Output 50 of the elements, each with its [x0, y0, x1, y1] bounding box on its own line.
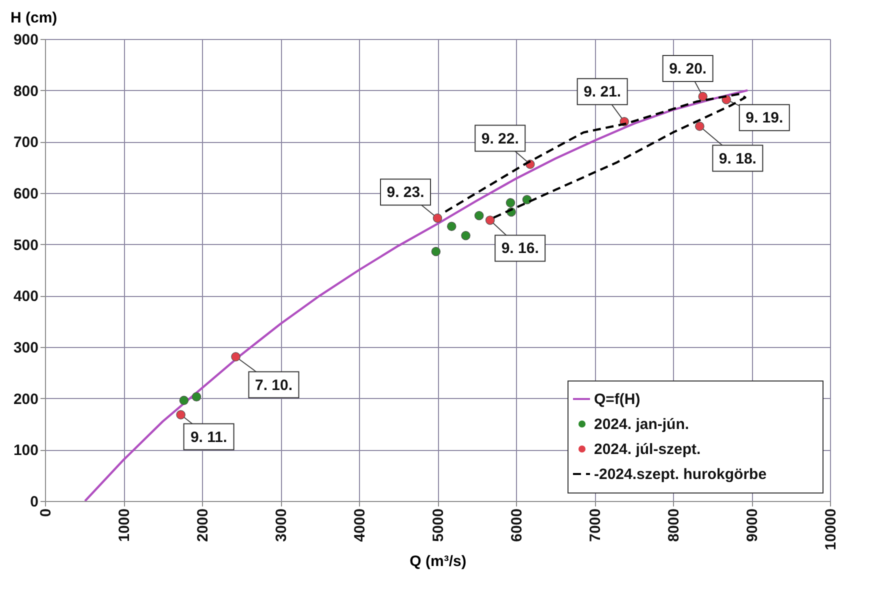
point: [447, 222, 456, 231]
annotation: 9. 18.: [718, 150, 756, 168]
x-tick-label: 7000: [587, 508, 604, 542]
legend-label: 2024. jan-jún.: [594, 416, 690, 433]
y-tick-label: 600: [13, 186, 38, 202]
point: [698, 92, 708, 102]
point: [485, 216, 495, 225]
annotation: 9. 23.: [386, 184, 424, 202]
annotation: 7. 10.: [254, 376, 293, 394]
legend-label: -2024.szept. hurokgörbe: [594, 466, 767, 483]
point: [522, 195, 532, 204]
x-tick-label: 4000: [352, 508, 368, 542]
y-tick-label: 200: [13, 390, 38, 408]
annotation: 9. 16.: [501, 240, 539, 258]
point: [461, 230, 470, 240]
y-tick-label: 0: [30, 494, 38, 510]
annotation: 9. 22.: [481, 130, 519, 148]
y-tick-label: 700: [13, 134, 38, 152]
x-tick-label: 1000: [116, 508, 133, 542]
point: [506, 198, 516, 208]
x-tick-label: 6000: [508, 508, 526, 542]
annotation: 9. 11.: [190, 428, 228, 446]
x-tick-label: 10000: [822, 508, 840, 550]
legend-label: 2024. júl-szept.: [594, 441, 701, 458]
point: [192, 392, 202, 402]
y-tick-label: 500: [13, 236, 38, 254]
x-tick-label: 5000: [430, 508, 447, 542]
y-tick-label: 400: [13, 288, 38, 306]
annotation: 9. 21.: [584, 84, 622, 101]
point: [179, 396, 189, 406]
annotation: 9. 20.: [669, 60, 707, 78]
x-tick-label: 0: [38, 508, 54, 517]
point: [432, 214, 442, 223]
point: [231, 352, 240, 362]
y-axis-title: H (cm): [10, 10, 58, 26]
x-tick-label: 3000: [273, 508, 290, 542]
point: [695, 122, 704, 131]
y-tick-label: 300: [13, 340, 38, 356]
point: [176, 410, 186, 420]
annotation: 9. 19.: [746, 110, 784, 127]
x-axis-title: Q (m³/s): [410, 553, 466, 570]
y-tick-label: 800: [13, 82, 38, 100]
x-tick-label: 8000: [666, 508, 682, 542]
y-tick-label: 100: [13, 442, 38, 460]
point: [474, 210, 484, 220]
legend-label: Q=f(H): [594, 391, 640, 408]
y-tick-label: 900: [13, 32, 38, 48]
x-tick-label: 2000: [194, 508, 212, 542]
point: [431, 246, 441, 256]
x-tick-label: 9000: [744, 508, 761, 542]
